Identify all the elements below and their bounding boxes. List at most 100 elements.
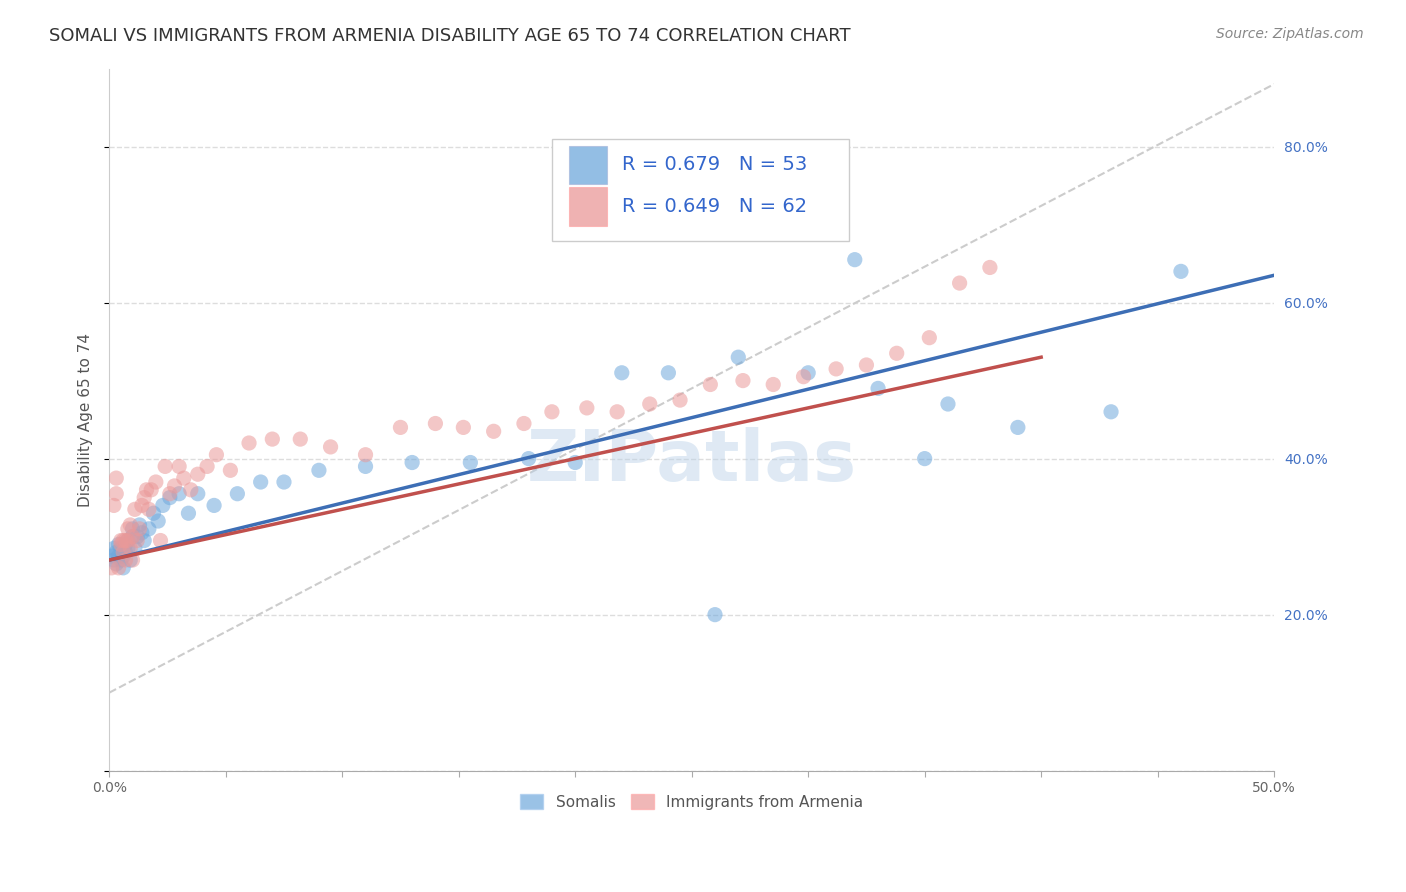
Point: [575, 401, 598, 415]
Point: [401, 456, 423, 470]
Point: [844, 252, 866, 267]
Point: [107, 537, 129, 551]
Point: [112, 533, 135, 548]
Point: [121, 530, 143, 544]
Point: [167, 486, 190, 500]
Point: [112, 545, 135, 559]
Point: [249, 475, 271, 489]
Point: [1099, 405, 1122, 419]
Point: [513, 417, 536, 431]
Point: [657, 366, 679, 380]
Point: [699, 377, 721, 392]
Point: [163, 479, 186, 493]
Point: [114, 537, 136, 551]
Text: R = 0.679   N = 53: R = 0.679 N = 53: [621, 155, 807, 175]
Point: [180, 483, 202, 497]
Point: [128, 517, 150, 532]
Point: [135, 483, 157, 497]
Point: [482, 425, 505, 439]
Point: [979, 260, 1001, 275]
Point: [290, 432, 312, 446]
Point: [138, 522, 160, 536]
Point: [110, 533, 132, 548]
Point: [128, 522, 150, 536]
Point: [354, 448, 377, 462]
Point: [112, 549, 135, 563]
Point: [120, 517, 142, 532]
Point: [152, 499, 174, 513]
Point: [117, 533, 139, 548]
Point: [825, 362, 848, 376]
Point: [141, 483, 163, 497]
Point: [134, 491, 156, 505]
Point: [238, 436, 260, 450]
Point: [195, 459, 218, 474]
Point: [936, 397, 959, 411]
Point: [638, 397, 661, 411]
Point: [110, 541, 132, 556]
Point: [173, 471, 195, 485]
Point: [114, 533, 136, 548]
Point: [167, 459, 190, 474]
Point: [1170, 264, 1192, 278]
Point: [114, 545, 136, 559]
Point: [762, 377, 785, 392]
FancyBboxPatch shape: [569, 187, 606, 226]
Text: R = 0.649   N = 62: R = 0.649 N = 62: [621, 197, 807, 216]
Point: [103, 541, 125, 556]
Point: [704, 607, 727, 622]
Point: [797, 366, 820, 380]
Point: [855, 358, 877, 372]
Point: [914, 451, 936, 466]
Point: [226, 486, 249, 500]
Point: [120, 541, 142, 556]
Point: [159, 491, 181, 505]
Point: [187, 467, 209, 482]
Point: [425, 417, 447, 431]
Point: [149, 533, 172, 548]
Point: [114, 553, 136, 567]
Point: [159, 486, 181, 500]
Point: [918, 331, 941, 345]
Point: [131, 525, 153, 540]
FancyBboxPatch shape: [569, 145, 606, 185]
Point: [453, 420, 475, 434]
Point: [177, 506, 200, 520]
Point: [110, 537, 132, 551]
Point: [1007, 420, 1029, 434]
Point: [153, 459, 176, 474]
Point: [205, 448, 228, 462]
Point: [100, 561, 122, 575]
Point: [117, 533, 139, 548]
Point: [727, 350, 749, 364]
Point: [127, 533, 149, 548]
Point: [142, 506, 165, 520]
Point: [146, 514, 169, 528]
Point: [120, 553, 142, 567]
Point: [792, 369, 814, 384]
Point: [541, 405, 564, 419]
Point: [319, 440, 342, 454]
Point: [354, 459, 377, 474]
Point: [610, 366, 633, 380]
Point: [105, 545, 128, 559]
Point: [105, 557, 128, 571]
Point: [103, 553, 125, 567]
Point: [886, 346, 908, 360]
Point: [669, 393, 692, 408]
Point: [121, 553, 143, 567]
Point: [868, 381, 890, 395]
Point: [110, 553, 132, 567]
Y-axis label: Disability Age 65 to 74: Disability Age 65 to 74: [79, 333, 93, 507]
FancyBboxPatch shape: [553, 139, 849, 241]
Point: [121, 530, 143, 544]
Point: [124, 502, 146, 516]
Text: ZIPatlas: ZIPatlas: [527, 427, 856, 496]
Point: [103, 499, 125, 513]
Text: SOMALI VS IMMIGRANTS FROM ARMENIA DISABILITY AGE 65 TO 74 CORRELATION CHART: SOMALI VS IMMIGRANTS FROM ARMENIA DISABI…: [49, 27, 851, 45]
Point: [273, 475, 295, 489]
Point: [517, 451, 540, 466]
Point: [262, 432, 284, 446]
Legend: Somalis, Immigrants from Armenia: Somalis, Immigrants from Armenia: [515, 788, 869, 815]
Point: [138, 502, 160, 516]
